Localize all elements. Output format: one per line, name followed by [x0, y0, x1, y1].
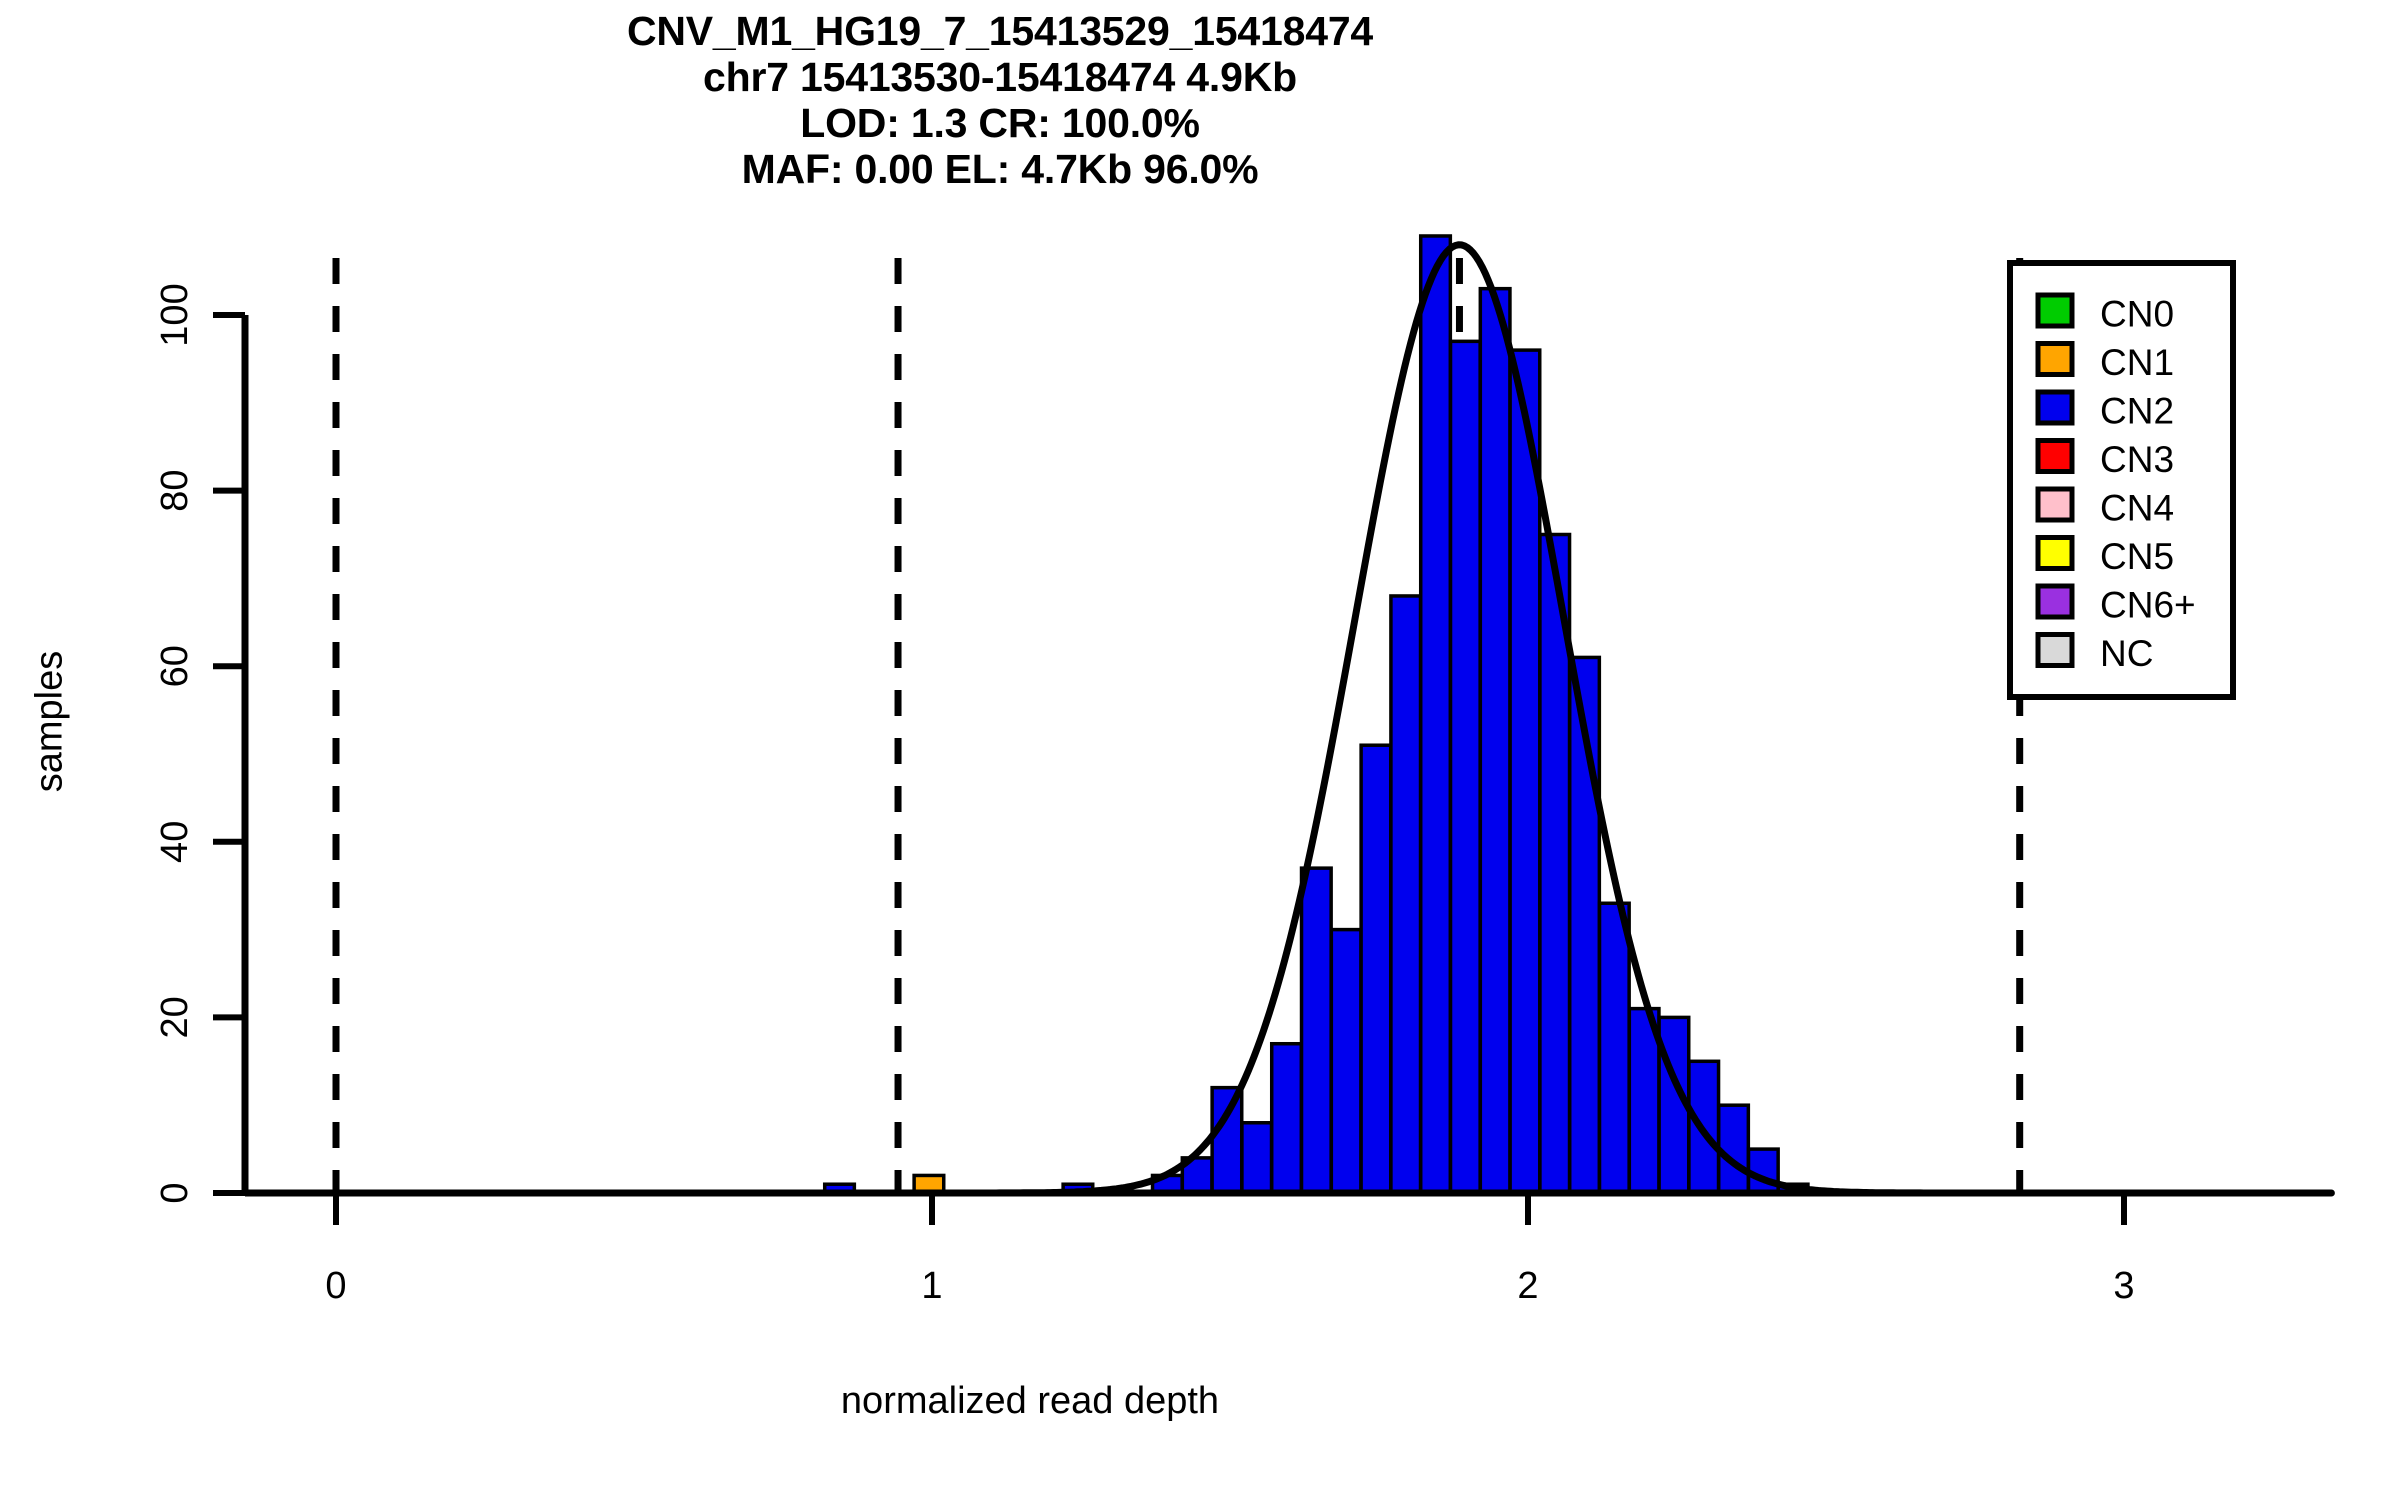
y-tick-label: 60 [154, 645, 196, 687]
histogram-bar [1478, 286, 1512, 1195]
y-tick-label: 0 [154, 1182, 196, 1203]
x-tick-label: 1 [921, 1265, 942, 1307]
legend-swatch-cn5 [2035, 535, 2075, 571]
title-line-3: LOD: 1.3 CR: 100.0% [800, 100, 1200, 146]
histogram-bar [1359, 743, 1393, 1195]
title-line-1: CNV_M1_HG19_7_15413529_15418474 [626, 8, 1374, 54]
y-axis-ticks: 0 20 40 60 80 100 [154, 283, 245, 1204]
legend-swatch-cn4 [2035, 486, 2075, 523]
legend-label-cn3: CN3 [2100, 439, 2174, 480]
axis-lines [241, 315, 2330, 1197]
legend-swatch-cn2 [2035, 389, 2075, 426]
legend-label-cn6plus: CN6+ [2100, 585, 2196, 626]
legend-swatch-cn0 [2035, 292, 2075, 329]
legend-box [2007, 260, 2236, 700]
histogram-bar [1716, 1103, 1751, 1195]
legend-label-nc: NC [2100, 633, 2153, 674]
threshold-lines [332, 258, 2024, 1193]
y-axis-label: samples [28, 650, 71, 793]
histogram-bar [1418, 234, 1453, 1195]
legend-label-cn1: CN1 [2100, 342, 2174, 383]
histogram-bar [1240, 1121, 1274, 1195]
histogram-bar [1269, 1041, 1304, 1195]
histogram-bar [1389, 594, 1423, 1195]
legend-swatch-cn1 [2035, 341, 2075, 377]
x-axis-ticks: 0 1 2 3 [325, 1193, 2135, 1307]
histogram-bar [1210, 1085, 1244, 1195]
x-tick-label: 2 [1517, 1265, 1538, 1307]
title-line-4: MAF: 0.00 EL: 4.7Kb 96.0% [741, 146, 1259, 192]
chart-title: CNV_M1_HG19_7_15413529_15418474 chr7 154… [0, 8, 2000, 192]
histogram-bar [1329, 927, 1363, 1195]
title-line-2: chr7 15413530-15418474 4.9Kb [703, 54, 1297, 100]
x-axis-label: normalized read depth [840, 1380, 1220, 1422]
legend-label-cn2: CN2 [2100, 391, 2174, 432]
legend-swatch-nc [2035, 632, 2075, 668]
legend: CN0 CN1 CN2 CN3 CN4 CN5 CN6+ NC [2007, 260, 2236, 700]
x-tick-label: 0 [325, 1265, 346, 1307]
legend-swatch-cn3 [2035, 438, 2075, 474]
legend-label-cn0: CN0 [2100, 294, 2174, 335]
legend-swatch-cn6plus [2035, 583, 2075, 620]
y-tick-label: 40 [154, 821, 196, 863]
legend-label-cn4: CN4 [2100, 488, 2174, 529]
y-tick-label: 20 [154, 996, 196, 1038]
histogram-bar [1299, 866, 1333, 1195]
y-tick-label: 80 [154, 469, 196, 511]
x-tick-label: 3 [2113, 1265, 2134, 1307]
y-tick-label: 100 [154, 283, 196, 346]
histogram-bar [1448, 339, 1482, 1195]
histogram-bar [1597, 901, 1631, 1195]
legend-label-cn5: CN5 [2100, 536, 2174, 577]
